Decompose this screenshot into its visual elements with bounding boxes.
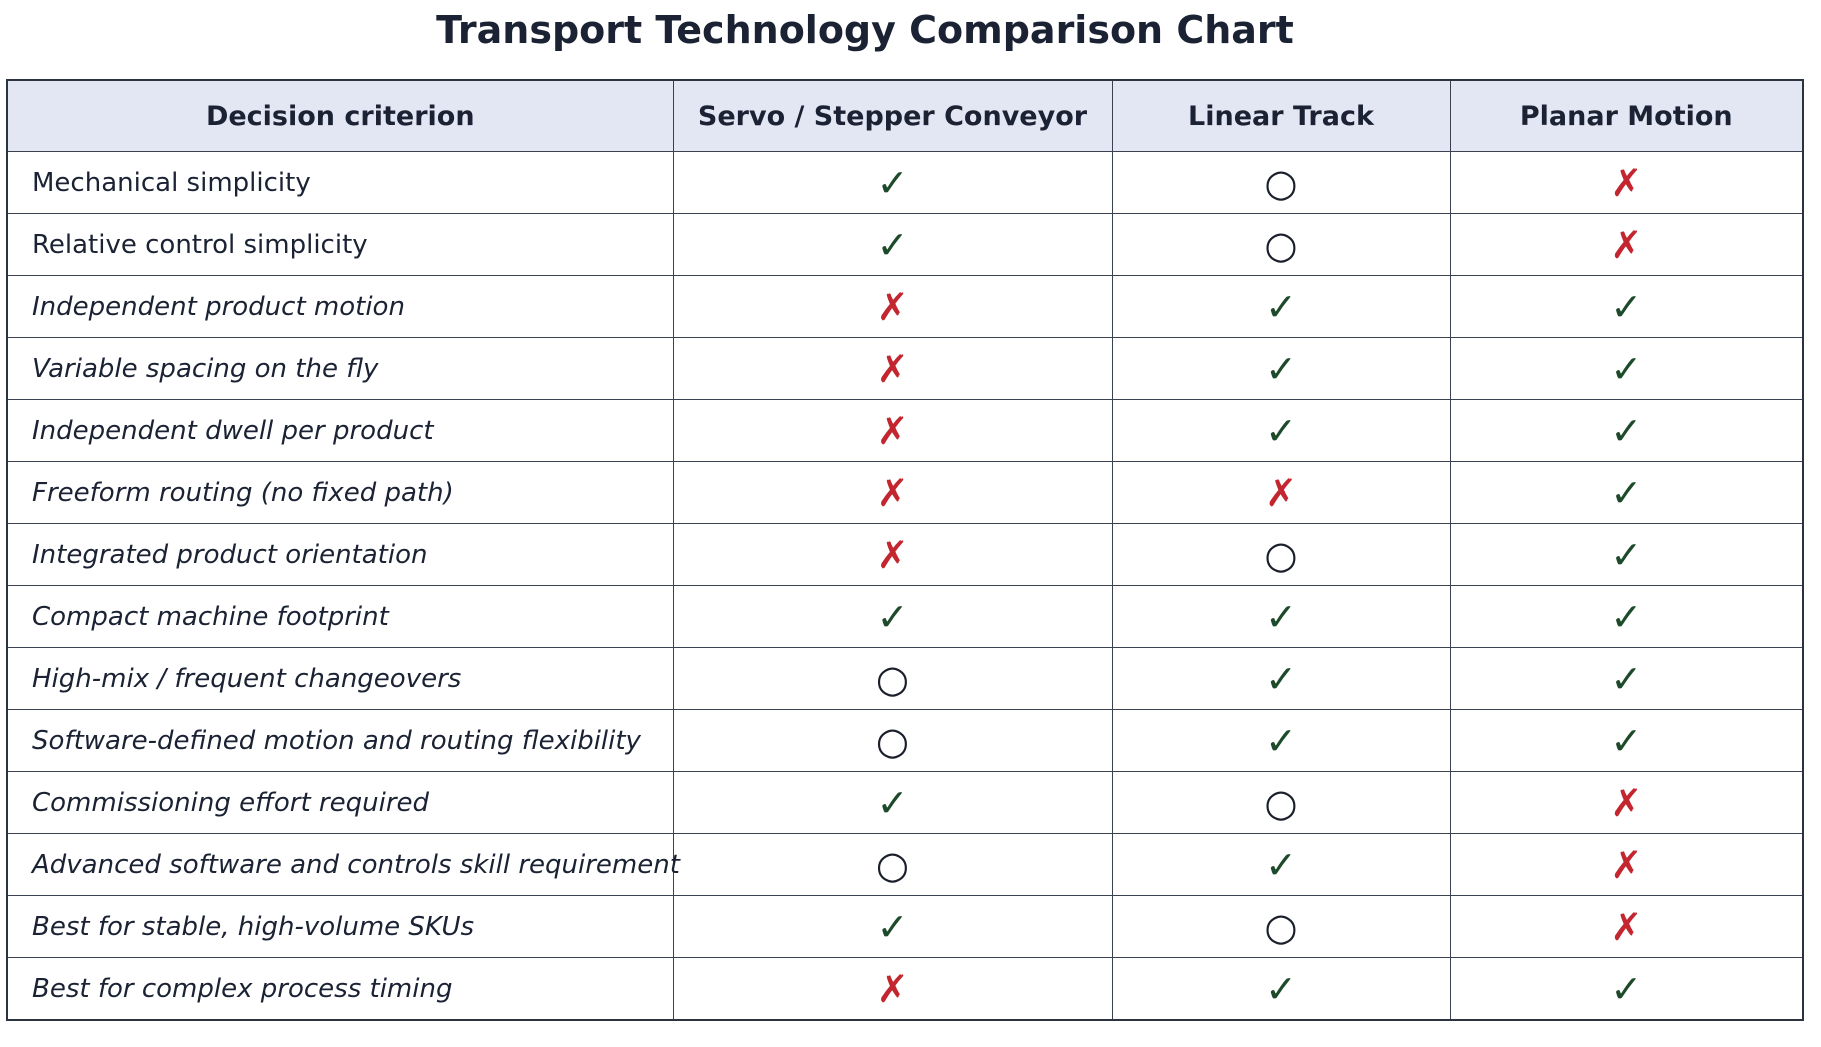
rating-cell: ✓ — [1111, 275, 1451, 338]
table-row: Best for complex process timing ✗ ✓ ✓ — [6, 957, 1804, 1021]
rating-cell: ✗ — [1449, 213, 1804, 276]
criterion-cell: Best for complex process timing — [6, 957, 674, 1021]
rating-cell: ✓ — [672, 771, 1113, 834]
header-row: Decision criterion Servo / Stepper Convey… — [6, 79, 1804, 152]
rating-cell: ○ — [1111, 895, 1451, 958]
rating-cell: ✓ — [672, 151, 1113, 214]
table-row: Integrated product orientation ✗ ○ ✓ — [6, 523, 1804, 586]
rating-cell: ✗ — [1449, 833, 1804, 896]
rating-cell: ○ — [1111, 151, 1451, 214]
rating-cell: ✗ — [672, 275, 1113, 338]
table-row: Variable spacing on the fly ✗ ✓ ✓ — [6, 337, 1804, 400]
rating-cell: ✗ — [672, 461, 1113, 524]
criterion-cell: Mechanical simplicity — [6, 151, 674, 214]
rating-cell: ✓ — [1111, 399, 1451, 462]
table-row: Compact machine footprint ✓ ✓ ✓ — [6, 585, 1804, 648]
table-row: Software-defined motion and routing flex… — [6, 709, 1804, 772]
criterion-cell: Best for stable, high-volume SKUs — [6, 895, 674, 958]
rating-cell: ✓ — [1449, 461, 1804, 524]
criterion-cell: Independent product motion — [6, 275, 674, 338]
table-row: Freeform routing (no fixed path) ✗ ✗ ✓ — [6, 461, 1804, 524]
column-header: Servo / Stepper Conveyor — [672, 79, 1113, 152]
rating-cell: ✗ — [672, 337, 1113, 400]
rating-cell: ✓ — [1449, 709, 1804, 772]
rating-cell: ✓ — [1449, 399, 1804, 462]
rating-cell: ✓ — [1111, 585, 1451, 648]
comparison-table: Decision criterion Servo / Stepper Convey… — [6, 79, 1804, 1021]
rating-cell: ✗ — [672, 399, 1113, 462]
rating-cell: ✓ — [1111, 647, 1451, 710]
criterion-cell: Compact machine footprint — [6, 585, 674, 648]
table-row: Mechanical simplicity ✓ ○ ✗ — [6, 151, 1804, 214]
column-header: Linear Track — [1111, 79, 1451, 152]
table-row: Independent dwell per product ✗ ✓ ✓ — [6, 399, 1804, 462]
rating-cell: ○ — [1111, 523, 1451, 586]
rating-cell: ✓ — [1111, 833, 1451, 896]
title: Transport Technology Comparison Chart — [436, 8, 1294, 52]
rating-cell: ✓ — [1111, 709, 1451, 772]
rating-cell: ✓ — [672, 213, 1113, 276]
rating-cell: ✓ — [1449, 523, 1804, 586]
column-header: Planar Motion — [1449, 79, 1804, 152]
rating-cell: ○ — [1111, 771, 1451, 834]
table-row: Independent product motion ✗ ✓ ✓ — [6, 275, 1804, 338]
rating-cell: ○ — [672, 647, 1113, 710]
rating-cell: ✗ — [1449, 771, 1804, 834]
rating-cell: ✓ — [1449, 275, 1804, 338]
criterion-cell: Independent dwell per product — [6, 399, 674, 462]
rating-cell: ✓ — [672, 895, 1113, 958]
criterion-cell: Software-defined motion and routing flex… — [6, 709, 674, 772]
rating-cell: ✓ — [1111, 957, 1451, 1021]
rating-cell: ○ — [672, 833, 1113, 896]
rating-cell: ○ — [1111, 213, 1451, 276]
rating-cell: ✗ — [1449, 151, 1804, 214]
criterion-cell: Variable spacing on the fly — [6, 337, 674, 400]
rating-cell: ✗ — [1111, 461, 1451, 524]
criterion-cell: Relative control simplicity — [6, 213, 674, 276]
rating-cell: ✓ — [1449, 647, 1804, 710]
criterion-cell: Integrated product orientation — [6, 523, 674, 586]
criterion-cell: High-mix / frequent changeovers — [6, 647, 674, 710]
table-row: Advanced software and controls skill req… — [6, 833, 1804, 896]
rating-cell: ✓ — [1111, 337, 1451, 400]
table-row: Relative control simplicity ✓ ○ ✗ — [6, 213, 1804, 276]
criterion-cell: Commissioning effort required — [6, 771, 674, 834]
criterion-cell: Freeform routing (no fixed path) — [6, 461, 674, 524]
criterion-cell: Advanced software and controls skill req… — [6, 833, 680, 896]
rating-cell: ✓ — [1449, 337, 1804, 400]
rating-cell: ✓ — [1449, 957, 1804, 1021]
rating-cell: ✓ — [672, 585, 1113, 648]
table-row: Best for stable, high-volume SKUs ✓ ○ ✗ — [6, 895, 1804, 958]
table-body: Mechanical simplicity ✓ ○ ✗ Relative control… — [6, 151, 1804, 1021]
rating-cell: ✗ — [672, 523, 1113, 586]
table-row: Commissioning effort required ✓ ○ ✗ — [6, 771, 1804, 834]
rating-cell: ✓ — [1449, 585, 1804, 648]
rating-cell: ○ — [672, 709, 1113, 772]
rating-cell: ✗ — [1449, 895, 1804, 958]
rating-cell: ✗ — [672, 957, 1113, 1021]
column-header: Decision criterion — [6, 79, 674, 152]
table-row: High-mix / frequent changeovers ○ ✓ ✓ — [6, 647, 1804, 710]
